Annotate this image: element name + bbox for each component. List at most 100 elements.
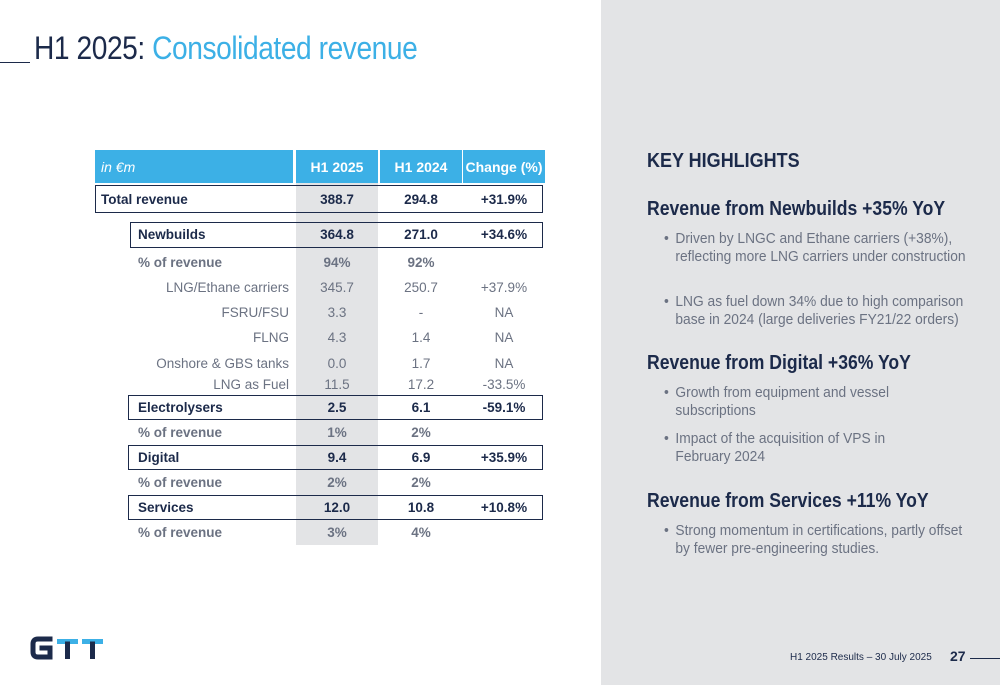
row-value-h1-2025: 9.4 <box>327 450 347 465</box>
row-label: FSRU/FSU <box>221 305 290 320</box>
row-value-h1-2024: 1.7 <box>411 356 431 371</box>
row-value-h1-2025: 11.5 <box>324 377 350 392</box>
row-value-h1-2025: 364.8 <box>320 227 354 242</box>
digital-box <box>128 445 543 470</box>
page-title: H1 2025: Consolidated revenue <box>34 30 418 67</box>
bullet-dot-icon: • <box>664 294 669 310</box>
bullet-item: • Strong momentum in certifications, par… <box>664 522 978 558</box>
row-value-change: NA <box>494 330 514 345</box>
highlights-panel-background <box>601 0 1000 685</box>
table-row: % of revenue 1% 2% <box>0 421 600 445</box>
bullet-item: • Growth from equipment and vessel subsc… <box>664 384 978 420</box>
row-value-h1-2024: - <box>418 305 424 320</box>
bullet-dot-icon: • <box>664 231 669 247</box>
row-value-h1-2025: 12.0 <box>323 500 351 515</box>
title-period: H1 2025: <box>34 30 145 66</box>
row-value-h1-2024: 1.4 <box>411 330 431 345</box>
row-label: % of revenue <box>138 255 223 270</box>
row-value-change <box>463 471 545 495</box>
row-value-change: +34.6% <box>480 227 528 242</box>
digital-highlight-title: Revenue from Digital +36% YoY <box>647 352 911 374</box>
row-label: Electrolysers <box>138 400 223 415</box>
row-value-change <box>463 251 545 275</box>
row-label: LNG/Ethane carriers <box>165 280 289 295</box>
row-value-h1-2025: 94% <box>323 255 351 270</box>
row-value-h1-2024: 6.9 <box>411 450 431 465</box>
table-row: % of revenue 94% 92% <box>0 251 600 275</box>
table-row: Total revenue 388.7 294.8 +31.9% <box>0 188 600 212</box>
row-value-change <box>463 421 545 445</box>
title-subject: Consolidated revenue <box>152 30 418 66</box>
row-value-h1-2024: 2% <box>411 475 431 490</box>
bullet-text: Impact of the acquisition of VPS in Febr… <box>675 431 886 465</box>
row-value-h1-2025: 3% <box>327 525 347 540</box>
gtt-logo <box>30 636 103 660</box>
row-value-h1-2024: 2% <box>411 425 431 440</box>
page-number-rule <box>970 658 1000 659</box>
table-row: Services 12.0 10.8 +10.8% <box>0 496 600 520</box>
row-value-h1-2024: 294.8 <box>404 192 438 207</box>
row-label: Newbuilds <box>138 227 206 242</box>
row-value-h1-2025: 1% <box>327 425 347 440</box>
page-number: 27 <box>950 648 966 664</box>
row-value-h1-2024: 92% <box>407 255 435 270</box>
table-row: Electrolysers 2.5 6.1 -59.1% <box>0 396 600 420</box>
row-value-h1-2025: 4.3 <box>327 330 347 345</box>
table-row: % of revenue 3% 4% <box>0 521 600 545</box>
bullet-text: Strong momentum in certifications, partl… <box>675 523 963 557</box>
row-value-h1-2024: 10.8 <box>407 500 435 515</box>
table-row: Newbuilds 364.8 271.0 +34.6% <box>0 223 600 247</box>
footer-text: H1 2025 Results – 30 July 2025 <box>790 652 932 663</box>
row-label: % of revenue <box>138 475 223 490</box>
row-label: Onshore & GBS tanks <box>156 356 289 371</box>
newbuilds-box <box>130 222 543 248</box>
table-header-unit: in €m <box>95 150 293 183</box>
row-label: % of revenue <box>138 525 223 540</box>
title-rule <box>0 62 30 63</box>
bullet-text: Growth from equipment and vessel subscri… <box>675 385 890 419</box>
bullet-item: • Impact of the acquisition of VPS in Fe… <box>664 430 978 466</box>
bullet-text: LNG as fuel down 34% due to high compari… <box>675 294 964 328</box>
row-value-change: -33.5% <box>482 377 526 392</box>
bullet-dot-icon: • <box>664 523 669 539</box>
bullet-dot-icon: • <box>664 385 669 401</box>
table-header-h1-2025: H1 2025 <box>296 150 378 183</box>
table-row: LNG as Fuel 11.5 17.2 -33.5% <box>0 373 600 397</box>
row-value-h1-2024: 4% <box>411 525 431 540</box>
row-value-h1-2025: 2% <box>327 475 347 490</box>
key-highlights-heading: KEY HIGHLIGHTS <box>647 150 800 172</box>
row-value-h1-2025: 345.7 <box>320 280 354 295</box>
row-label: FLNG <box>252 330 289 345</box>
table-header-change: Change (%) <box>463 150 545 183</box>
row-value-h1-2024: 6.1 <box>411 400 431 415</box>
table-row: Onshore & GBS tanks 0.0 1.7 NA <box>0 352 600 376</box>
row-value-change: NA <box>494 305 514 320</box>
row-value-h1-2025: 0.0 <box>327 356 347 371</box>
h1-2025-column-shade <box>296 183 378 545</box>
row-label: Services <box>138 500 194 515</box>
total-revenue-box <box>95 185 543 213</box>
row-value-change <box>463 521 545 545</box>
row-value-change: +35.9% <box>480 450 528 465</box>
row-value-h1-2025: 2.5 <box>327 400 347 415</box>
row-value-h1-2025: 3.3 <box>327 305 347 320</box>
row-value-change: +31.9% <box>480 192 528 207</box>
table-row: FSRU/FSU 3.3 - NA <box>0 301 600 325</box>
row-value-h1-2024: 271.0 <box>404 227 438 242</box>
row-value-change: -59.1% <box>482 400 526 415</box>
row-value-h1-2025: 388.7 <box>320 192 354 207</box>
row-value-h1-2024: 17.2 <box>407 377 435 392</box>
electrolysers-box <box>128 395 543 420</box>
row-label: Digital <box>138 450 180 465</box>
row-label: % of revenue <box>138 425 223 440</box>
table-row: Digital 9.4 6.9 +35.9% <box>0 446 600 470</box>
bullet-text: Driven by LNGC and Ethane carriers (+38%… <box>675 231 966 265</box>
services-box <box>128 495 543 520</box>
bullet-item: • LNG as fuel down 34% due to high compa… <box>664 293 978 329</box>
bullet-dot-icon: • <box>664 431 669 447</box>
services-highlight-title: Revenue from Services +11% YoY <box>647 490 929 512</box>
table-row: FLNG 4.3 1.4 NA <box>0 326 600 350</box>
row-value-h1-2024: 250.7 <box>404 280 438 295</box>
table-header-h1-2024: H1 2024 <box>380 150 462 183</box>
newbuilds-highlight-title: Revenue from Newbuilds +35% YoY <box>647 198 946 220</box>
